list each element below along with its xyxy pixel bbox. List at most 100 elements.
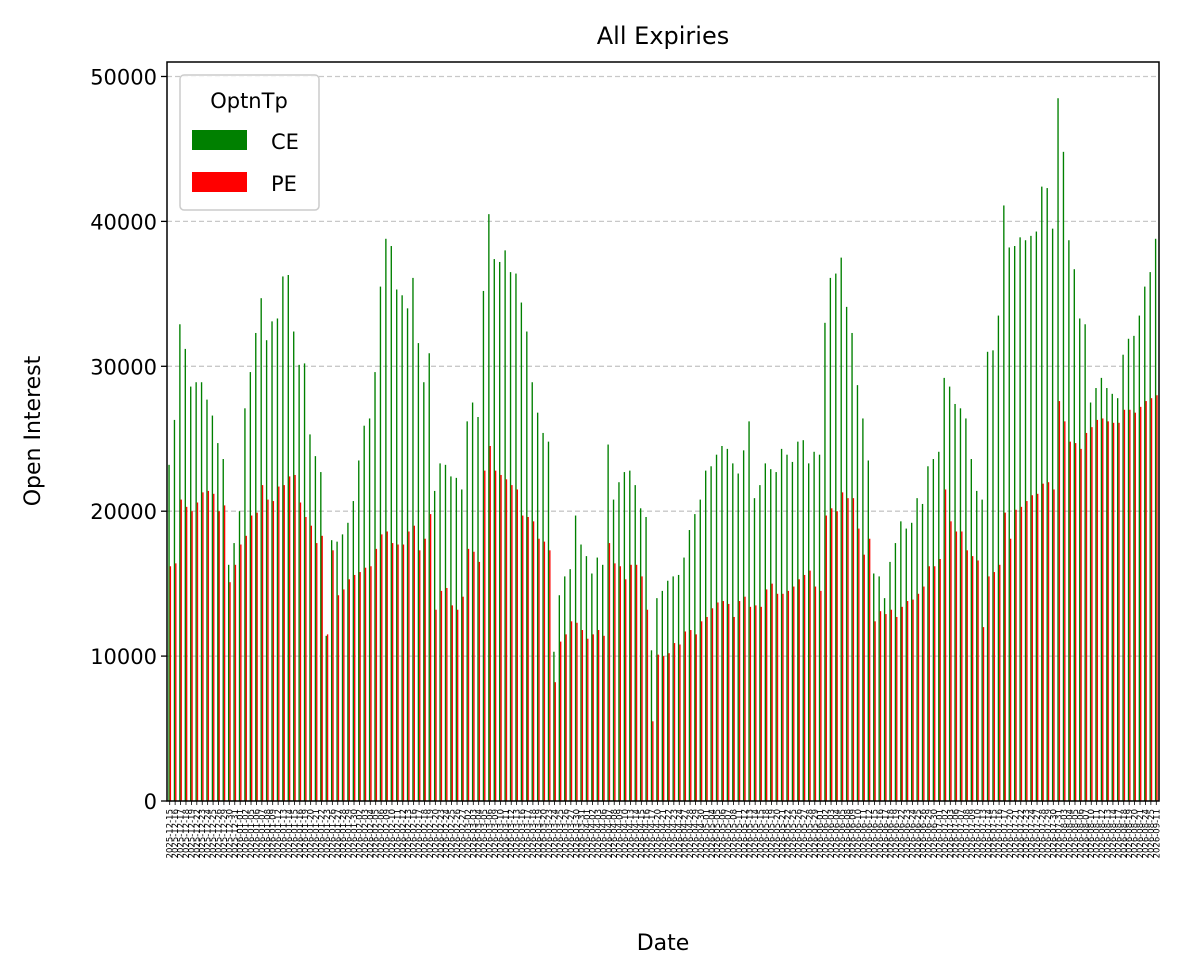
bar-ce [835,273,837,801]
x-tick-label: 2026-01-21 [312,809,322,858]
bar-pe [1053,489,1055,801]
bar-pe [1042,483,1044,801]
x-tick-label: 2026-06-15 [870,809,880,858]
bar-pe [1009,538,1012,801]
bar-pe [798,579,800,801]
bar-ce [759,485,761,801]
bar-pe [402,544,405,801]
bar-ce [840,257,842,801]
x-tick-label: 2026-04-28 [686,809,696,858]
bar-ce [883,598,886,801]
x-tick-label: 2026-03-27 [567,809,577,858]
bar-ce [574,515,577,801]
x-tick-label: 2026-02-03 [361,809,371,858]
x-tick-label: 2026-07-30 [1049,809,1059,858]
bar-ce [927,466,929,801]
bar-ce [1024,240,1027,802]
bar-ce [661,590,663,801]
x-tick-label: 2026-01-01 [236,809,246,858]
x-tick-label: 2026-07-24 [1028,809,1038,858]
x-tick-label: 2026-02-19 [426,809,436,858]
bar-pe [223,505,226,801]
bar-pe [446,587,448,801]
bar-pe [668,653,670,801]
bar-pe [316,543,318,801]
x-tick-label: 2025-12-30 [225,809,235,858]
bar-ce [244,408,246,801]
bar-ce [303,363,306,801]
bar-ce [238,511,241,801]
bar-ce [1111,393,1113,801]
x-tick-label: 2026-03-05 [480,809,490,858]
x-tick-label: 2026-05-01 [702,809,712,858]
x-tick-label: 2025-12-26 [215,809,225,858]
bar-ce [558,595,561,801]
x-tick-label: 2025-12-25 [209,809,219,858]
x-tick-label: 2026-06-26 [919,809,929,858]
bar-pe [213,493,215,801]
bar-ce [488,214,490,801]
bar-pe [202,492,204,801]
x-tick-label: 2026-07-27 [1033,809,1043,858]
x-tick-label: 2026-02-13 [404,809,414,858]
bar-ce [330,540,333,801]
bar-ce [515,273,517,801]
bar-pe [283,485,285,801]
bar-ce [352,501,355,801]
bar-pe [272,501,275,801]
bar-ce [471,402,474,801]
x-tick-label: 2026-03-02 [464,809,474,858]
bar-ce [282,276,284,801]
y-tick-label: 40000 [90,210,157,234]
x-tick-label: 2026-07-22 [1017,809,1027,858]
bar-ce [585,556,588,801]
bar-pe [868,538,871,801]
x-tick-label: 2026-01-19 [301,809,311,858]
bar-pe [793,586,795,801]
x-tick-label: 2026-05-13 [746,809,756,858]
bar-ce [1073,269,1075,802]
bar-pe [771,583,773,801]
bar-ce [206,399,208,801]
bar-ce [921,503,924,801]
x-tick-label: 2026-05-12 [740,809,750,858]
bar-pe [874,621,876,801]
x-tick-label: 2026-01-23 [323,809,333,858]
bar-pe [294,474,296,801]
bar-ce [466,421,468,801]
x-tick-label: 2026-03-16 [518,809,528,858]
bar-pe [305,516,307,801]
x-tick-label: 2026-04-07 [605,809,615,858]
x-tick-label: 2026-08-14 [1109,809,1119,858]
bar-ce [824,322,826,801]
bar-pe [614,563,616,801]
bar-ce [862,418,864,801]
x-tick-label: 2026-05-22 [784,809,794,858]
bar-ce [634,485,636,801]
bar-pe [576,622,578,801]
x-tick-label: 2026-03-25 [556,809,566,858]
x-tick-label: 2026-05-20 [773,809,783,858]
y-tick-label: 0 [144,790,157,814]
x-tick-label: 2026-04-27 [681,809,691,858]
y-tick-label: 30000 [90,355,157,379]
bar-ce [1116,398,1119,801]
x-tick-label: 2026-02-11 [393,809,403,858]
bar-pe [180,499,182,801]
x-tick-label: 2026-02-12 [399,809,409,858]
bar-pe [652,721,654,801]
bar-ce [1100,377,1103,801]
bar-pe [1112,422,1115,801]
bar-ce [531,382,533,801]
bar-pe [191,511,193,801]
bar-ce [1127,338,1130,801]
bar-ce [564,576,566,801]
bar-pe [809,570,811,801]
x-tick-label: 2026-01-02 [242,809,252,858]
bar-pe [923,586,925,801]
x-tick-label: 2026-07-21 [1011,809,1021,858]
bar-pe [581,630,584,801]
bar-pe [251,515,253,801]
x-tick-label: 2026-05-06 [719,809,729,858]
bar-ce [417,343,420,801]
